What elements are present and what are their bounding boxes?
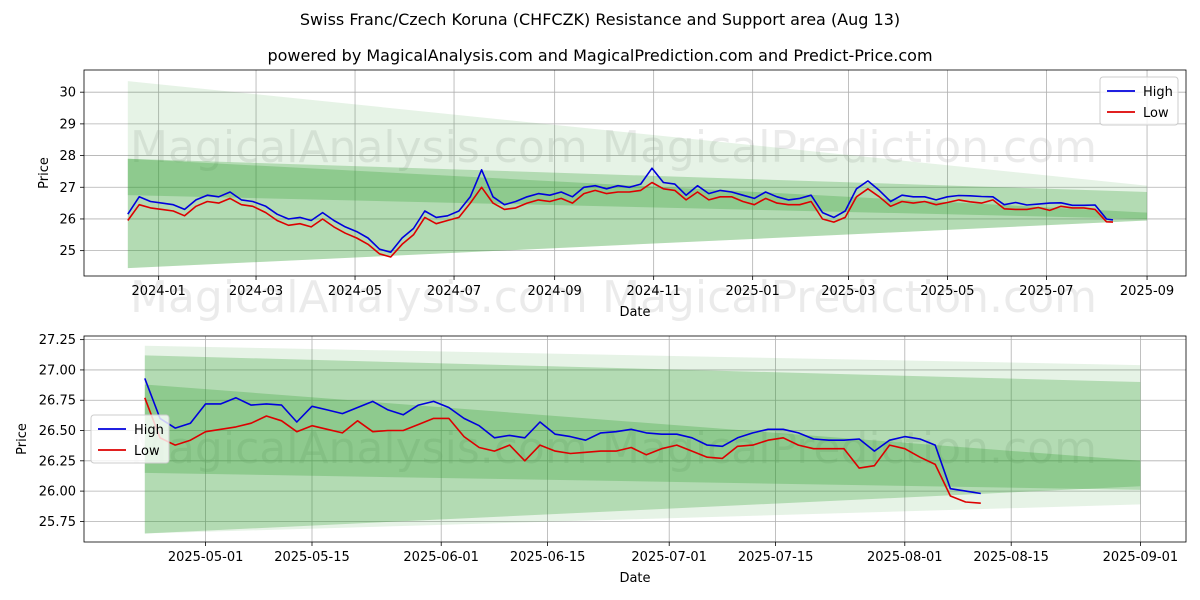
prediction-band-3	[127, 158, 1148, 219]
legend-label-high: High	[134, 423, 164, 438]
legend: High Low	[90, 414, 170, 464]
x-tick-label: 2025-03	[821, 284, 875, 299]
prediction-band-2	[144, 355, 1141, 534]
y-tick-label: 27.25	[39, 333, 76, 348]
x-tick-label: 2025-05	[920, 284, 974, 299]
y-axis-label: Price	[15, 423, 30, 455]
x-tick-label: 2024-09	[527, 284, 581, 299]
prediction-band-1	[144, 345, 1141, 534]
watermark-analysis: MagicalAnalysis.com	[130, 272, 588, 323]
legend-label-high: High	[1143, 85, 1173, 100]
y-tick-label: 26.25	[39, 454, 76, 469]
watermark-prediction: MagicalPrediction.com	[602, 122, 1097, 173]
plot-frame	[83, 69, 1187, 277]
x-tick-label: 2025-08-15	[973, 550, 1049, 565]
watermark-analysis: MagicalAnalysis.com	[130, 122, 588, 173]
x-tick-label: 2025-09	[1120, 284, 1174, 299]
x-tick-label: 2025-07-01	[631, 550, 707, 565]
y-tick-label: 29	[59, 117, 76, 132]
chart-subtitle: powered by MagicalAnalysis.com and Magic…	[267, 46, 933, 65]
legend-label-low: Low	[1143, 106, 1169, 121]
series-line-low	[127, 181, 1114, 258]
series-line-high	[127, 167, 1114, 253]
chart-panel-1: 2024-01 2024-03 2024-05 2024-07 2024-09 2024-…	[37, 69, 1187, 320]
prediction-band-3	[144, 384, 1141, 490]
y-tick-label: 27.00	[39, 363, 76, 378]
y-tick-label: 25.75	[39, 515, 76, 530]
plot-frame	[83, 335, 1187, 543]
x-tick-label: 2024-05	[328, 284, 382, 299]
legend-box	[1099, 76, 1179, 126]
prediction-band-2	[127, 158, 1148, 269]
x-tick-label: 2024-07	[427, 284, 481, 299]
x-tick-label: 2025-05-15	[274, 550, 350, 565]
y-tick-label: 25	[59, 244, 76, 259]
series-line-low	[144, 397, 981, 504]
legend: High Low	[1099, 76, 1179, 126]
x-tick-label: 2025-08-01	[867, 550, 943, 565]
x-tick-label: 2025-07	[1019, 284, 1073, 299]
band-group	[144, 345, 1141, 534]
band-group	[127, 81, 1148, 269]
y-tick-label: 26.50	[39, 424, 76, 439]
x-tick-label: 2025-06-15	[510, 550, 586, 565]
x-tick-label: 2025-06-01	[403, 550, 479, 565]
y-tick-label: 30	[59, 86, 76, 101]
y-tick-label: 27	[59, 181, 76, 196]
x-tick-label: 2025-01	[726, 284, 780, 299]
y-tick-label: 26.75	[39, 394, 76, 409]
y-tick-label: 26	[59, 212, 76, 227]
legend-label-low: Low	[134, 444, 160, 459]
prediction-band-1	[127, 81, 1148, 269]
legend-box	[90, 414, 170, 464]
x-axis-label: Date	[619, 305, 650, 320]
x-tick-label: 2025-05-01	[168, 550, 244, 565]
x-tick-label: 2024-03	[229, 284, 283, 299]
x-axis-label: Date	[619, 571, 650, 586]
watermark-prediction: MagicalPrediction.com	[602, 272, 1097, 323]
x-tick-label: 2024-01	[131, 284, 185, 299]
chart-panel-2: 2025-05-01 2025-05-15 2025-06-01 2025-06-15…	[15, 333, 1187, 586]
x-tick-label: 2024-11	[627, 284, 681, 299]
series-line-high	[144, 378, 981, 495]
y-tick-label: 28	[59, 149, 76, 164]
x-tick-label: 2025-09-01	[1103, 550, 1179, 565]
y-axis-label: Price	[37, 157, 52, 189]
chart-title: Swiss Franc/Czech Koruna (CHFCZK) Resist…	[299, 10, 901, 29]
x-tick-label: 2025-07-15	[738, 550, 814, 565]
y-tick-label: 26.00	[39, 485, 76, 500]
